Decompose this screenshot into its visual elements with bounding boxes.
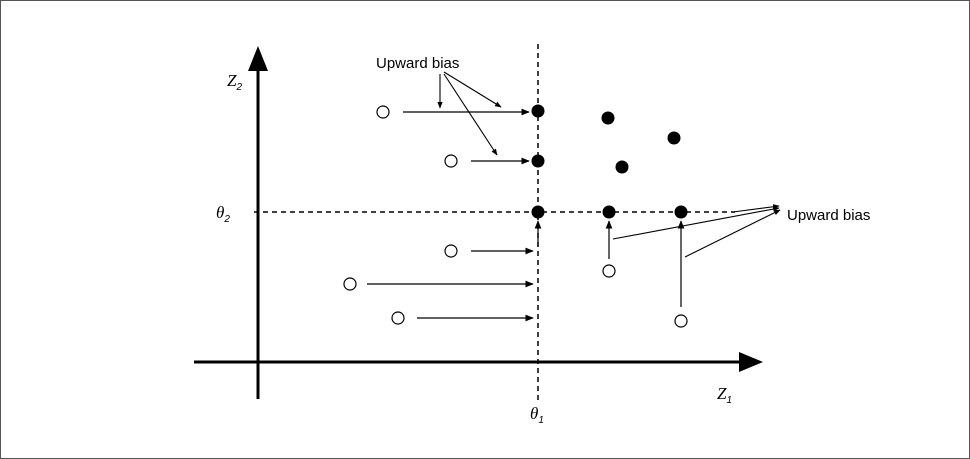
filled-point <box>531 104 545 118</box>
x-axis <box>194 352 763 372</box>
upward-bias-label-top: Upward bias <box>376 55 459 72</box>
filled-point <box>667 131 681 145</box>
x-axis-label: Z1 <box>717 384 732 406</box>
upward-bias-label-right: Upward bias <box>787 207 870 224</box>
open-points <box>343 105 688 328</box>
open-point <box>343 277 357 291</box>
y-axis <box>248 46 268 399</box>
vertical-shift-arrows <box>534 220 685 307</box>
filled-points <box>531 104 688 219</box>
filled-point <box>601 111 615 125</box>
upward-bias-pointers-top <box>437 71 502 156</box>
theta1-label: θ1 <box>530 404 544 426</box>
open-point <box>674 314 688 328</box>
open-point <box>391 311 405 325</box>
open-point <box>444 154 458 168</box>
open-point <box>602 264 616 278</box>
filled-point <box>531 154 545 168</box>
y-axis-label: Z2 <box>227 71 242 93</box>
filled-point <box>602 205 616 219</box>
open-point <box>376 105 390 119</box>
theta2-label: θ2 <box>216 203 230 225</box>
filled-point <box>615 160 629 174</box>
filled-point <box>674 205 688 219</box>
open-point <box>444 244 458 258</box>
filled-point <box>531 205 545 219</box>
horizontal-shift-arrows <box>367 108 534 322</box>
upward-bias-pointers-right <box>612 204 781 258</box>
